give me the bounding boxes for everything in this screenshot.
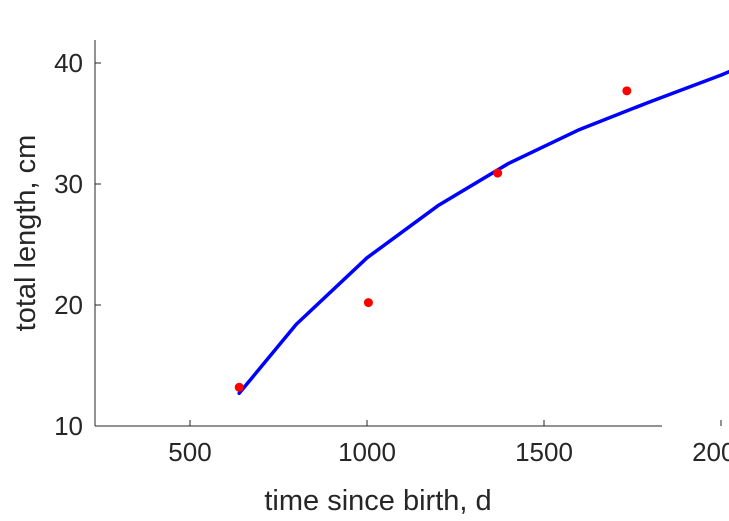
x-axis-label: time since birth, d <box>264 485 491 517</box>
axes <box>94 40 662 427</box>
y-axis-label: total length, cm <box>10 135 42 332</box>
ticks: 500 1000 1500 2000 10 20 30 40 <box>54 48 729 467</box>
x-tick-label: 2000 <box>692 437 729 467</box>
y-tick-label: 30 <box>54 169 83 199</box>
data-point <box>363 298 373 308</box>
fit-curve <box>237 69 729 396</box>
x-tick-label: 500 <box>168 437 211 467</box>
data-point <box>234 382 244 392</box>
y-tick-label: 10 <box>54 411 83 441</box>
x-tick-label: 1000 <box>338 437 396 467</box>
x-tick-label: 1500 <box>515 437 573 467</box>
data-point <box>622 86 632 96</box>
y-tick-label: 40 <box>54 48 83 78</box>
plot-area <box>234 69 729 396</box>
data-point <box>493 168 503 178</box>
y-tick-label: 20 <box>54 290 83 320</box>
